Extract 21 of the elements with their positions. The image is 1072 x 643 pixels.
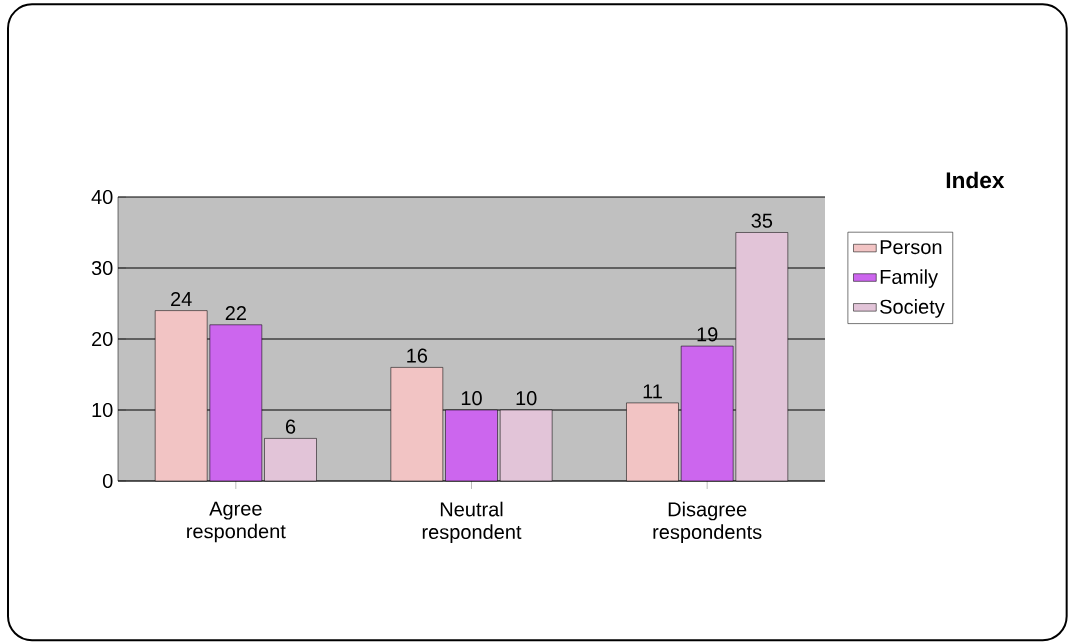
legend-title: Index (946, 171, 1005, 189)
data-label: 6 (285, 419, 296, 434)
data-label: 24 (171, 291, 192, 306)
data-label: 19 (697, 327, 718, 342)
y-tick-label: 40 (91, 189, 113, 205)
y-tick-label: 20 (92, 331, 113, 347)
x-tick-label: Disagree respondents (653, 501, 762, 543)
data-label: 10 (461, 391, 482, 406)
legend-label: Family (880, 269, 939, 288)
x-tick-label: Agree respondent (187, 501, 286, 543)
y-tick-label: 0 (102, 473, 113, 489)
y-tick-label: 30 (91, 260, 113, 276)
y-tick-label: 10 (92, 402, 113, 418)
data-label: 22 (225, 306, 246, 321)
legend-label: Society (880, 299, 945, 318)
x-tick-label: Neutral respondent (422, 501, 522, 543)
data-label: 11 (643, 384, 662, 399)
legend-label: Person (880, 240, 942, 255)
data-label: 16 (407, 348, 428, 363)
data-label: 10 (516, 391, 537, 406)
data-label: 35 (751, 213, 773, 228)
